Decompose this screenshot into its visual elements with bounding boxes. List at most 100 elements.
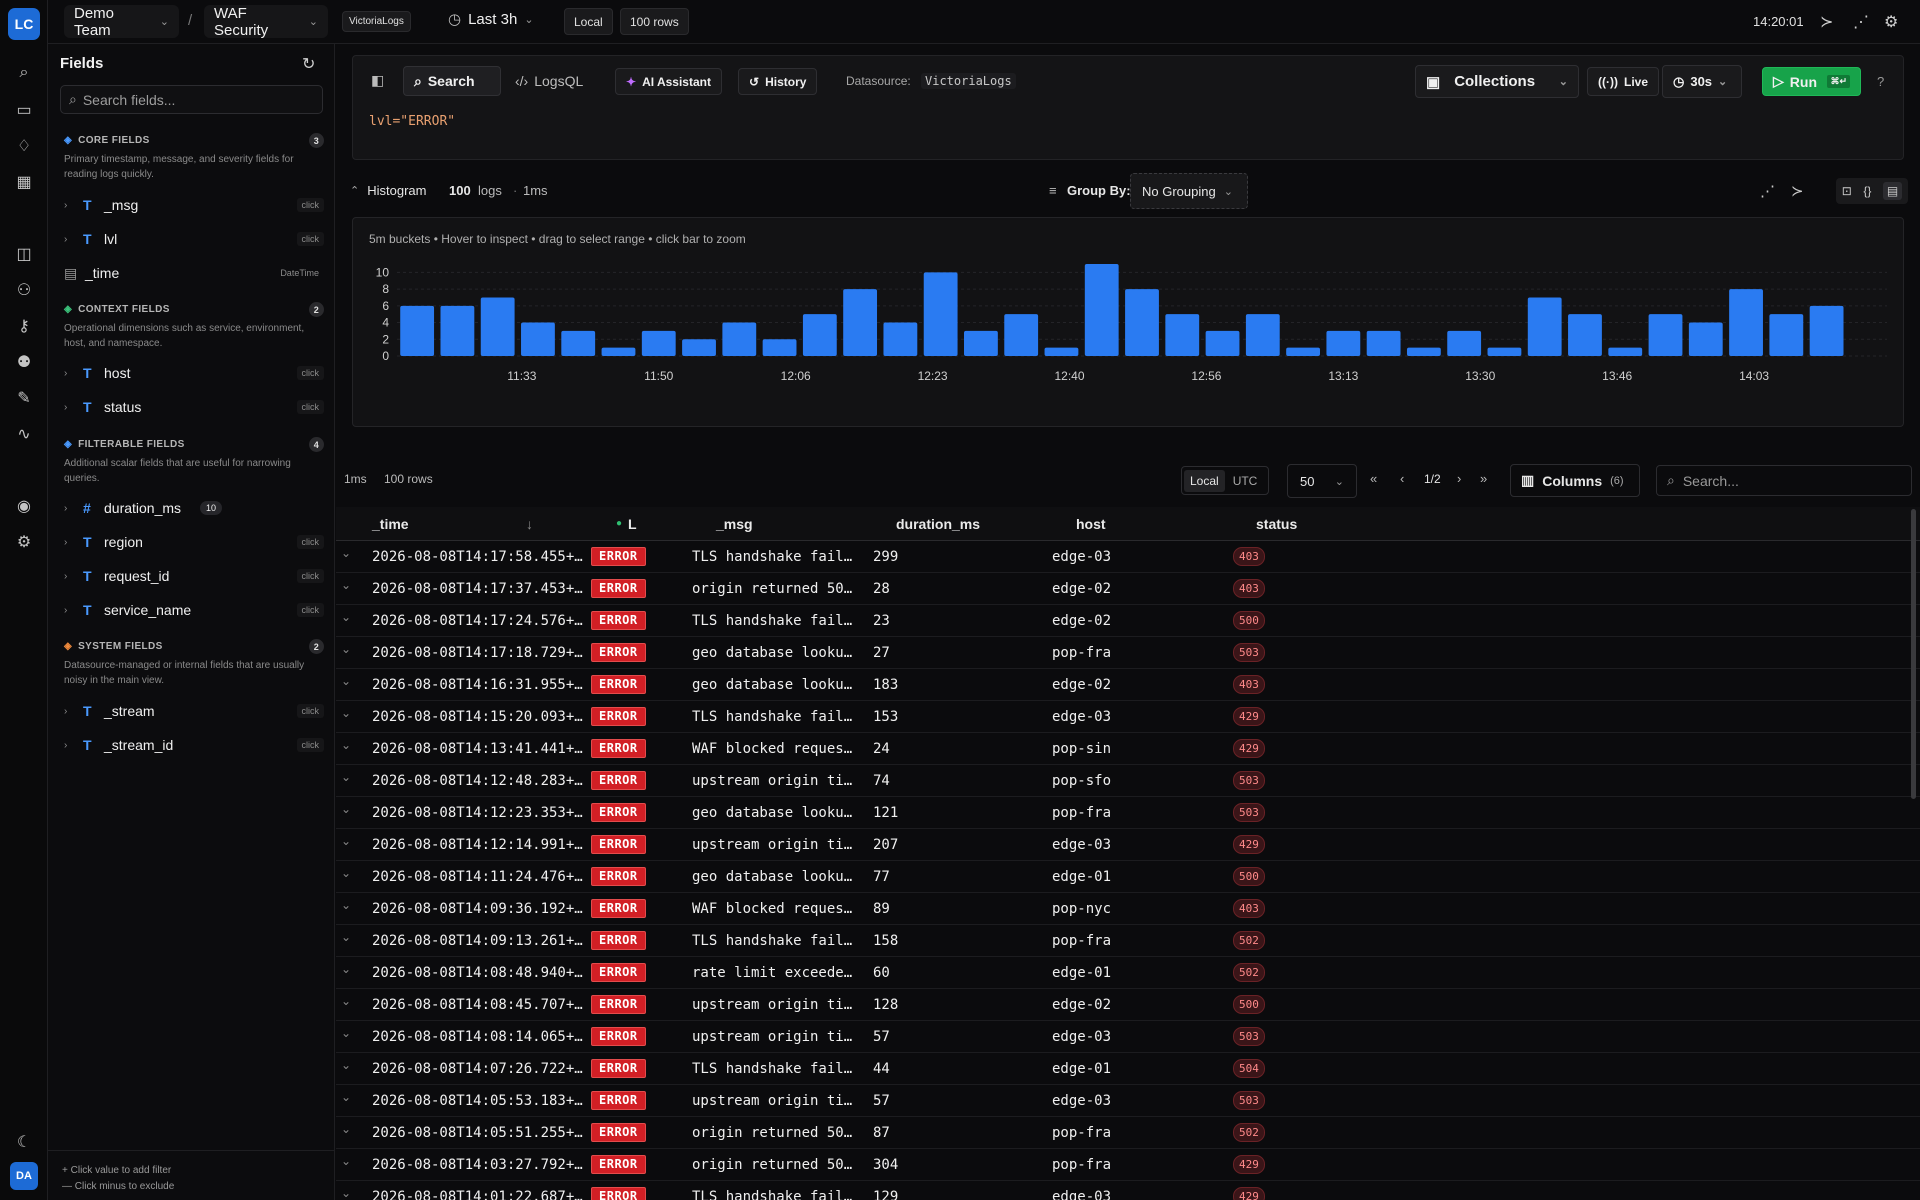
histogram-bar[interactable] [964, 330, 998, 356]
search-icon[interactable]: ⌕ [19, 64, 29, 81]
field-item[interactable]: › T _stream click [64, 698, 324, 724]
refresh-icon[interactable]: ↻ [302, 56, 316, 73]
histogram-bar[interactable] [1406, 347, 1441, 356]
histogram-chart[interactable]: 0 2 4 6 8 10 11:33 11:50 12:06 12:23 12:40 12:56 13:… [353, 244, 1903, 424]
histogram-bar[interactable] [843, 289, 878, 356]
folder-icon[interactable]: ▭ [16, 102, 32, 119]
chevron-right-icon[interactable]: › [64, 502, 68, 514]
expand-row-icon[interactable]: ⌄ [341, 642, 352, 656]
table-row[interactable]: ⌄ 2026-08-08T14:05:53.183+… ERROR upstream … [336, 1085, 1920, 1117]
table-row[interactable]: ⌄ 2026-08-08T14:17:24.576+… ERROR TLS hands… [336, 605, 1920, 637]
chart-view-icon[interactable]: ⊡ [1841, 184, 1852, 198]
histogram-bar[interactable] [440, 305, 475, 356]
table-row[interactable]: ⌄ 2026-08-08T14:11:24.476+… ERROR geo datab… [336, 861, 1920, 893]
theme-toggle-icon[interactable]: ☾ [16, 1134, 32, 1151]
histogram-bar[interactable] [1648, 314, 1683, 356]
column-header-level[interactable]: L [628, 516, 637, 532]
expand-row-icon[interactable]: ⌄ [341, 706, 352, 720]
expand-row-icon[interactable]: ⌄ [341, 1122, 352, 1136]
histogram-bar[interactable] [480, 297, 515, 356]
field-item[interactable]: ▤ _time DateTime [64, 260, 324, 286]
share-icon[interactable]: ⋰ [1853, 14, 1869, 31]
expand-row-icon[interactable]: ⌄ [341, 1154, 352, 1168]
tab-logsql[interactable]: ‹/› LogsQL [505, 66, 593, 96]
share-icon[interactable]: ⋰ [1760, 183, 1775, 200]
histogram-bar[interactable] [762, 339, 797, 356]
expand-row-icon[interactable]: ⌄ [341, 898, 352, 912]
gear-icon[interactable]: ⚙ [1884, 14, 1899, 31]
refresh-interval-dropdown[interactable]: ◷ 30s ⌄ [1662, 65, 1742, 98]
settings-icon[interactable]: ⚙ [16, 534, 32, 551]
table-row[interactable]: ⌄ 2026-08-08T14:16:31.955+… ERROR geo datab… [336, 669, 1920, 701]
column-header-msg[interactable]: _msg [716, 516, 753, 532]
table-row[interactable]: ⌄ 2026-08-08T14:01:22.687+… ERROR TLS hands… [336, 1181, 1920, 1200]
histogram-bar[interactable] [561, 330, 596, 356]
page-size-select[interactable]: 50 ⌄ [1287, 464, 1357, 498]
table-view-icon[interactable]: ▤ [1882, 182, 1903, 200]
expand-row-icon[interactable]: ⌄ [341, 930, 352, 944]
run-button[interactable]: ▷ Run ⌘↵ [1762, 67, 1861, 96]
team-icon[interactable]: ⚉ [16, 354, 32, 371]
chevron-right-icon[interactable]: › [64, 233, 68, 245]
table-row[interactable]: ⌄ 2026-08-08T14:05:51.255+… ERROR origin re… [336, 1117, 1920, 1149]
expand-row-icon[interactable]: ⌄ [341, 1186, 352, 1200]
expand-row-icon[interactable]: ⌄ [341, 578, 352, 592]
chevron-right-icon[interactable]: › [64, 367, 68, 379]
histogram-bar[interactable] [1487, 347, 1522, 356]
histogram-bar[interactable] [1205, 330, 1240, 356]
histogram-bar[interactable] [1447, 330, 1482, 356]
bell-icon[interactable]: ♢ [16, 138, 32, 155]
time-range-picker[interactable]: ◷ Last 3h ⌄ [448, 11, 534, 28]
live-toggle[interactable]: ((·)) Live [1587, 67, 1659, 96]
expand-row-icon[interactable]: ⌄ [341, 770, 352, 784]
column-header-host[interactable]: host [1076, 516, 1106, 532]
dashboard-icon[interactable]: ▦ [16, 174, 32, 191]
last-page-icon[interactable]: » [1480, 471, 1488, 486]
next-page-icon[interactable]: › [1457, 471, 1462, 486]
collections-dropdown[interactable]: ▣ Collections ⌄ [1415, 65, 1579, 98]
expand-row-icon[interactable]: ⌄ [341, 834, 352, 848]
histogram-bar[interactable] [1769, 314, 1804, 356]
histogram-bar[interactable] [601, 347, 636, 356]
chevron-right-icon[interactable]: › [64, 536, 68, 548]
field-search-input[interactable]: ⌕ Search fields... [60, 85, 323, 114]
table-row[interactable]: ⌄ 2026-08-08T14:12:14.991+… ERROR upstream … [336, 829, 1920, 861]
histogram-bar[interactable] [1809, 305, 1844, 356]
query-editor[interactable]: lvl="ERROR" [369, 114, 455, 129]
histogram-bar[interactable] [1044, 347, 1079, 356]
histogram-bar[interactable] [521, 322, 555, 356]
expand-row-icon[interactable]: ⌄ [341, 738, 352, 752]
histogram-bar[interactable] [1527, 297, 1562, 356]
columns-button[interactable]: ▥ Columns (6) [1510, 464, 1640, 497]
ai-assistant-button[interactable]: ✦ AI Assistant [615, 68, 722, 95]
wrench-icon[interactable]: ✎ [17, 390, 31, 407]
tab-search[interactable]: ⌕ Search [403, 66, 501, 96]
histogram-bar[interactable] [1608, 347, 1643, 356]
histogram-bar[interactable] [682, 339, 716, 356]
table-search-input[interactable]: ⌕ Search... [1656, 465, 1912, 496]
histogram-bar[interactable] [1568, 314, 1602, 356]
account-icon[interactable]: ◉ [17, 498, 31, 515]
histogram-bar[interactable] [400, 305, 435, 356]
table-row[interactable]: ⌄ 2026-08-08T14:09:36.192+… ERROR WAF block… [336, 893, 1920, 925]
field-item[interactable]: › T _msg click [64, 192, 324, 218]
column-header-status[interactable]: status [1256, 516, 1298, 532]
column-header-time[interactable]: _time [372, 516, 409, 532]
histogram-bar[interactable] [1688, 322, 1723, 356]
histogram-bar[interactable] [802, 314, 837, 356]
sort-desc-icon[interactable]: ↓ [526, 516, 533, 532]
user-avatar[interactable]: DA [10, 1162, 38, 1190]
histogram-bar[interactable] [1165, 314, 1200, 356]
panel-toggle-icon[interactable]: ◧ [371, 72, 385, 88]
table-row[interactable]: ⌄ 2026-08-08T14:12:48.283+… ERROR upstream … [336, 765, 1920, 797]
expand-row-icon[interactable]: ⌄ [341, 994, 352, 1008]
users-icon[interactable]: ⚇ [16, 282, 32, 299]
histogram-bar[interactable] [1084, 264, 1119, 356]
chevron-right-icon[interactable]: › [64, 199, 68, 211]
expand-row-icon[interactable]: ⌄ [341, 802, 352, 816]
